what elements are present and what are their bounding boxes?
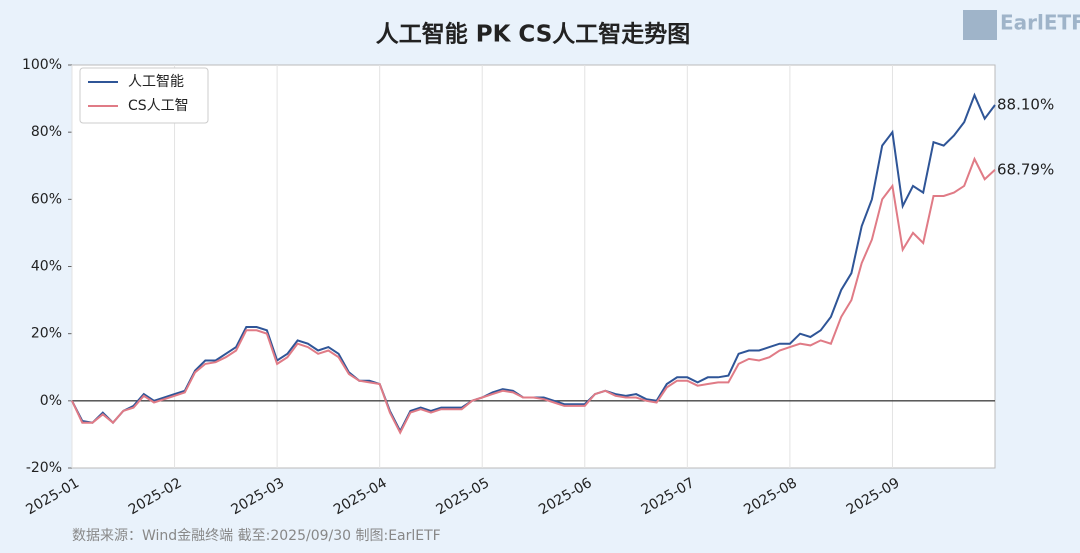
legend-label: 人工智能: [128, 74, 184, 90]
logo: EarlETF: [1000, 11, 1080, 35]
y-tick-label: 0%: [40, 393, 62, 409]
source-note: 数据来源：Wind金融终端 截至:2025/09/30 制图:EarlETF: [72, 528, 441, 544]
plot-area: [71, 64, 996, 469]
value-label: 68.79%: [997, 160, 1054, 178]
y-tick-label: 40%: [31, 259, 62, 275]
value-label: 88.10%: [997, 95, 1054, 113]
chart-title: 人工智能 PK CS人工智走势图: [376, 21, 691, 48]
y-tick-label: 100%: [22, 57, 62, 73]
logo-icon: [963, 10, 997, 40]
y-tick-label: -20%: [26, 460, 62, 476]
y-tick-label: 20%: [31, 326, 62, 342]
y-tick-label: 80%: [31, 124, 62, 140]
y-tick-label: 60%: [31, 191, 62, 207]
series-line: [71, 156, 996, 435]
legend-label: CS人工智: [128, 98, 189, 114]
